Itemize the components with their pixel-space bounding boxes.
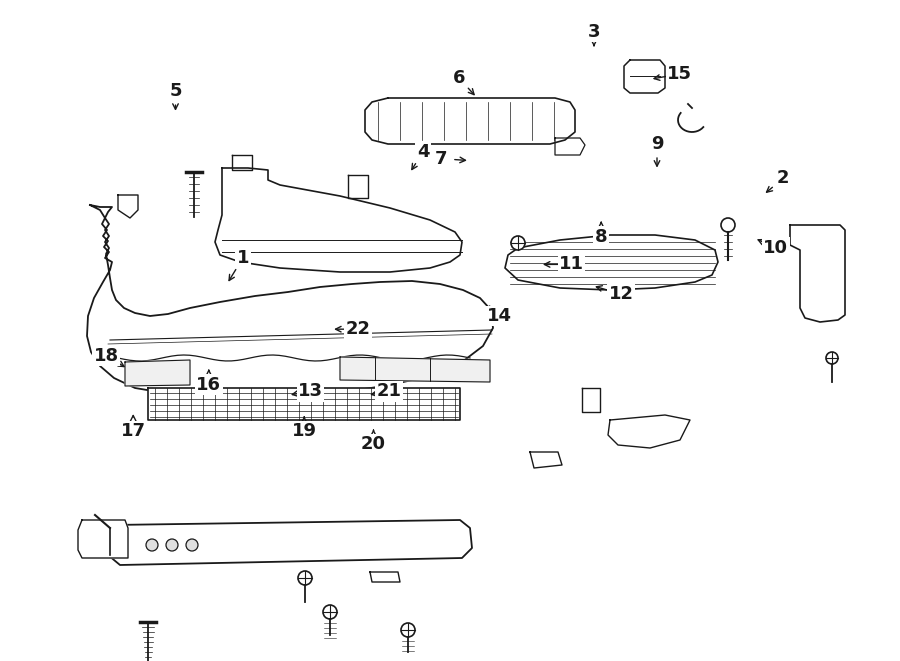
Polygon shape	[505, 235, 718, 290]
Polygon shape	[555, 138, 585, 155]
Text: 4: 4	[417, 143, 429, 161]
Circle shape	[186, 539, 198, 551]
Text: 8: 8	[595, 227, 608, 246]
Text: 9: 9	[651, 135, 663, 153]
Text: 19: 19	[292, 422, 317, 440]
Circle shape	[298, 571, 312, 585]
Circle shape	[721, 218, 735, 232]
Text: 14: 14	[487, 307, 512, 325]
Polygon shape	[340, 357, 490, 382]
Polygon shape	[530, 452, 562, 468]
Text: 20: 20	[361, 435, 386, 453]
Polygon shape	[78, 520, 128, 558]
Text: 18: 18	[94, 346, 119, 365]
Polygon shape	[582, 388, 600, 412]
Polygon shape	[215, 168, 462, 272]
Polygon shape	[348, 175, 368, 198]
Text: 11: 11	[559, 255, 584, 274]
Circle shape	[323, 605, 337, 619]
Text: 2: 2	[777, 169, 789, 188]
Circle shape	[166, 539, 178, 551]
Text: 5: 5	[169, 82, 182, 100]
Text: 12: 12	[608, 285, 634, 303]
Text: 13: 13	[298, 382, 323, 401]
Polygon shape	[232, 155, 252, 170]
Circle shape	[511, 236, 525, 250]
Polygon shape	[87, 205, 493, 397]
Text: 15: 15	[667, 65, 692, 83]
Polygon shape	[125, 360, 190, 386]
Text: 10: 10	[763, 239, 788, 257]
Text: 16: 16	[196, 375, 221, 394]
Polygon shape	[624, 60, 665, 93]
Text: 6: 6	[453, 69, 465, 87]
Text: 3: 3	[588, 22, 600, 41]
Polygon shape	[370, 572, 400, 582]
Text: 22: 22	[346, 320, 371, 338]
Polygon shape	[108, 520, 472, 565]
Text: 21: 21	[376, 382, 401, 401]
Text: 1: 1	[237, 249, 249, 267]
Circle shape	[826, 352, 838, 364]
Circle shape	[146, 539, 158, 551]
Polygon shape	[790, 225, 845, 322]
Polygon shape	[608, 415, 690, 448]
Text: 7: 7	[435, 149, 447, 168]
Circle shape	[401, 623, 415, 637]
Polygon shape	[148, 388, 460, 420]
Text: 17: 17	[121, 422, 146, 440]
Polygon shape	[118, 195, 138, 218]
Polygon shape	[365, 98, 575, 144]
